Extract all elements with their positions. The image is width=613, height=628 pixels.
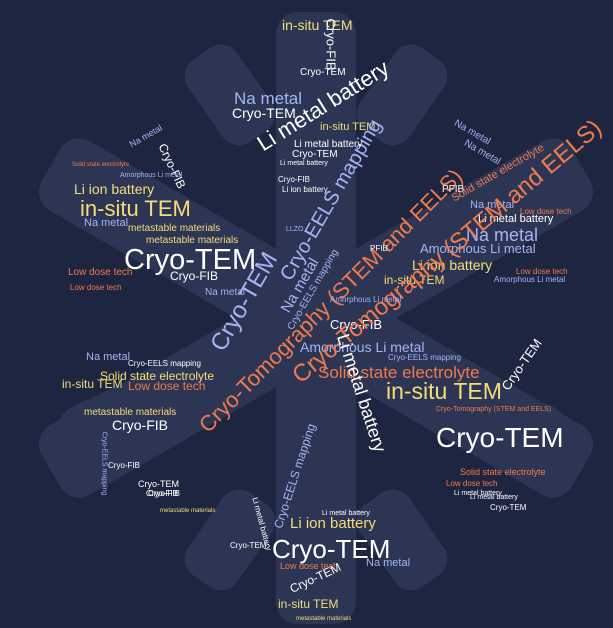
cloud-word: Cryo-EELS mapping <box>388 353 461 362</box>
cloud-word: in-situ TEM <box>62 377 123 391</box>
cloud-word: in-situ TEM <box>384 273 445 287</box>
cloud-word: Solid state electrolyte <box>318 363 480 382</box>
cloud-word: in-situ TEM <box>282 17 353 33</box>
cloud-word: Cryo-EELS mapping <box>100 431 108 496</box>
cloud-word: Low dose tech <box>70 283 122 292</box>
cloud-word: Cryo-EELS mapping <box>128 359 201 368</box>
cloud-word: Cryo-FIB <box>278 175 310 184</box>
cloud-word: in-situ TEM <box>320 121 376 133</box>
cloud-word: Cryo-FIB <box>323 18 339 71</box>
cloud-word: Na metal <box>366 557 411 569</box>
snowflake-branch <box>59 166 171 254</box>
cloud-word: Cryo-TEM <box>232 105 296 121</box>
cloud-word: Cryo-Tomography (STEM and EELS) <box>436 406 552 413</box>
cloud-word: in-situ TEM <box>80 196 191 221</box>
cloud-word: Low dose tech <box>516 267 568 276</box>
cloud-word: Na metal <box>84 217 129 229</box>
cloud-word: Cryo-TEM <box>436 422 564 453</box>
cloud-word: Li metal battery <box>280 160 328 167</box>
cloud-word: Cryo-FIB <box>170 269 218 283</box>
cloud-word: metastable materials <box>128 223 221 234</box>
cloud-word: Na metal <box>470 199 515 211</box>
snowflake-arm <box>39 138 593 498</box>
cloud-word: Na metal <box>234 89 303 108</box>
cloud-word: Low dose tech <box>68 267 133 278</box>
cloud-word: Amorphous Li metal <box>330 295 402 304</box>
cloud-word: PFIB <box>370 244 388 253</box>
cloud-word: Amorphous Li metal <box>420 241 536 256</box>
cloud-word: metastable materials <box>146 235 239 246</box>
cloud-word: PFIB <box>442 184 465 195</box>
cloud-word: Li metal battery <box>478 213 554 225</box>
cloud-word: Cryo-FIB <box>148 489 180 498</box>
snowflake-branch <box>184 489 276 591</box>
cloud-word: Low dose tech <box>128 379 206 393</box>
snowflake-branch <box>184 44 276 146</box>
snowflake-branch <box>454 376 566 464</box>
snowflake-branch <box>356 489 448 591</box>
cloud-word: Li ion battery <box>74 181 155 197</box>
cloud-word: Na metal <box>205 287 246 298</box>
cloud-word: Na metal <box>466 225 539 245</box>
cloud-word: Cryo-TEM <box>300 67 346 78</box>
cloud-word: Cryo-TEM <box>490 503 527 512</box>
cloud-word: Low dose tech <box>280 561 339 571</box>
cloud-word: Solid state electrolyte <box>100 369 215 383</box>
cloud-word: Cryo-FIB <box>146 489 178 498</box>
cloud-word: Li metal battery <box>454 490 502 497</box>
cloud-word: in-situ TEM <box>278 597 339 611</box>
cloud-word: Amorphous Li metal <box>300 339 425 355</box>
cloud-word: Cryo-TEM <box>292 149 338 160</box>
cloud-word: Li ion battery <box>412 257 493 273</box>
cloud-word: Cryo-TEM <box>124 244 257 276</box>
cloud-word: in-situ TEM <box>386 378 502 404</box>
cloud-word: Cryo-TEM <box>230 541 267 550</box>
cloud-word: Solid state electrolyte <box>460 467 546 477</box>
cloud-word: LLZO <box>286 226 304 233</box>
cloud-word: Li ion battery <box>282 185 328 194</box>
cloud-word: Amorphous Li metal <box>494 275 566 284</box>
cloud-word: Cryo-TEM <box>138 479 179 489</box>
snowflake-branch <box>59 376 171 464</box>
cloud-word: Cryo-FIB <box>330 317 382 332</box>
cloud-word: Cryo-FIB <box>108 461 140 470</box>
cloud-word: Cryo-FIB <box>112 417 168 433</box>
snowflake-branch <box>356 44 448 146</box>
cloud-word: Li metal battery <box>294 139 363 150</box>
cloud-word: Cryo-TEM <box>272 534 391 564</box>
cloud-word: Li ion battery <box>290 515 376 532</box>
snowflake-branch <box>454 166 566 254</box>
cloud-word: metastable materials <box>84 407 177 418</box>
cloud-word: Solid state electrolyte <box>72 162 130 168</box>
cloud-word: Li metal battery <box>322 510 370 517</box>
cloud-word: Low dose tech <box>520 207 572 216</box>
cloud-word: Na metal <box>86 351 131 363</box>
cloud-word: Amorphous Li metal <box>120 172 183 179</box>
cloud-word: Low dose tech <box>446 479 498 488</box>
cloud-word: metastable materials <box>160 508 216 514</box>
cloud-word: Li metal battery <box>470 494 518 501</box>
cloud-word: metastable materials <box>296 616 352 622</box>
